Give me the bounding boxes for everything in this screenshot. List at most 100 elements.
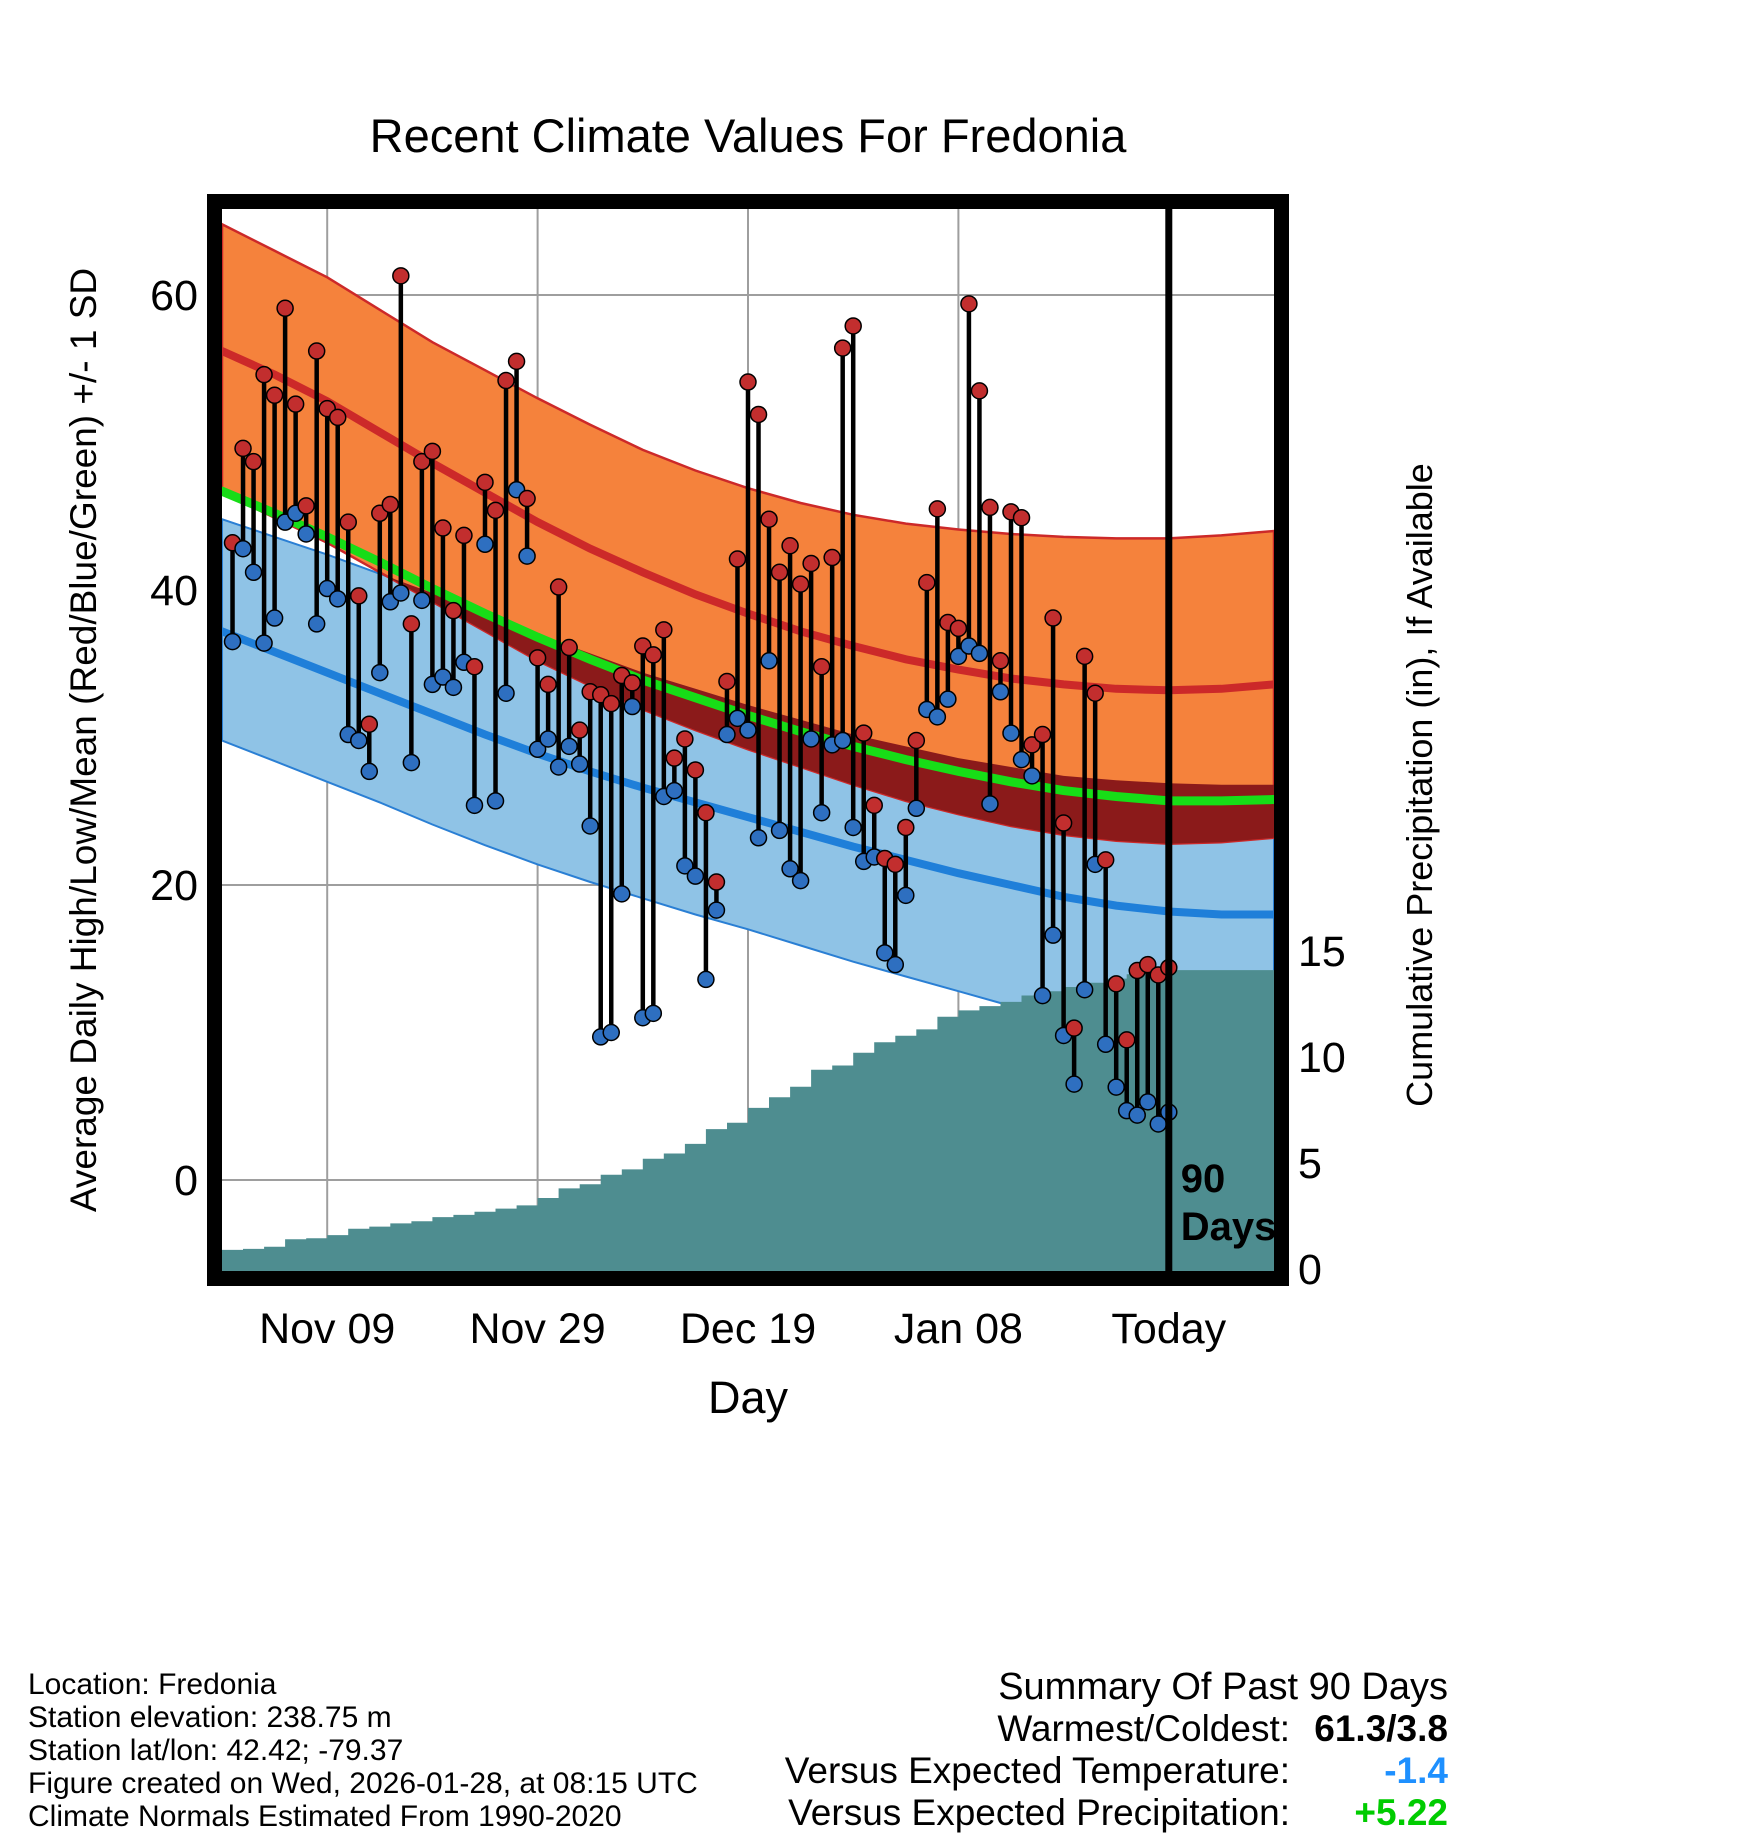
station-location: Location: Fredonia — [28, 1668, 277, 1701]
obs-low-dot — [413, 591, 431, 610]
temp-tick-label: 60 — [150, 272, 198, 320]
obs-low-dot — [234, 539, 252, 558]
obs-high-dot — [549, 578, 568, 596]
obs-high-dot — [234, 439, 252, 458]
summary-title: Summary Of Past 90 Days — [998, 1666, 1448, 1708]
obs-high-dot — [328, 408, 347, 427]
precip-tick-label: 5 — [1298, 1140, 1322, 1188]
obs-low-dot — [697, 970, 715, 989]
obs-high-dot — [497, 371, 515, 390]
obs-low-dot — [1033, 986, 1052, 1005]
obs-low-dot — [802, 730, 820, 748]
obs-low-dot — [907, 799, 926, 818]
obs-low-dot — [886, 955, 905, 974]
obs-low-dot — [760, 652, 778, 670]
summary-row-vs-temperature: Versus Expected Temperature: -1.4 — [785, 1750, 1448, 1792]
obs-low-dot — [728, 709, 747, 728]
obs-high-dot — [686, 761, 705, 779]
obs-low-dot — [1139, 1093, 1157, 1111]
obs-low-dot — [434, 668, 452, 686]
obs-high-dot — [392, 267, 410, 285]
obs-high-dot — [276, 299, 294, 318]
obs-low-dot — [686, 867, 705, 885]
summary-label: Versus Expected Temperature: — [784, 1750, 1290, 1791]
obs-high-dot — [802, 554, 820, 573]
x-axis-label: Day — [707, 1372, 789, 1423]
left-axis-label: Average Daily High/Low/Mean (Red/Blue/Gr… — [63, 267, 104, 1213]
obs-high-dot — [360, 715, 379, 733]
obs-low-dot — [402, 753, 421, 772]
obs-low-dot — [897, 886, 915, 905]
obs-low-dot — [844, 818, 862, 837]
obs-high-dot — [897, 818, 915, 837]
summary-value: +5.22 — [1354, 1792, 1448, 1833]
obs-low-dot — [307, 615, 326, 633]
obs-high-dot — [981, 498, 999, 517]
obs-low-dot — [581, 817, 599, 835]
obs-low-dot — [770, 821, 789, 840]
obs-low-dot — [486, 792, 505, 810]
obs-high-dot — [770, 563, 789, 582]
precip-area — [222, 969, 1274, 1271]
obs-high-dot — [434, 519, 452, 537]
plot-frame — [207, 194, 1289, 1286]
station-elevation: Station elevation: 238.75 m — [28, 1701, 392, 1734]
obs-high-dot — [728, 550, 747, 568]
obs-high-dot — [886, 855, 905, 874]
obs-low-dot — [749, 829, 768, 847]
obs-low-dot — [1075, 980, 1094, 999]
obs-high-dot — [949, 619, 968, 638]
obs-high-dot — [255, 365, 273, 384]
obs-low-dot — [676, 857, 694, 875]
obs-low-dot — [970, 644, 989, 663]
obs-low-dot — [1002, 724, 1020, 742]
obs-high-dot — [286, 395, 305, 413]
obs-high-dot — [1033, 725, 1052, 744]
obs-low-dot — [465, 796, 484, 815]
obs-high-dot — [297, 497, 315, 515]
summary-row-warmest-coldest: Warmest/Coldest: 61.3/3.8 — [785, 1708, 1448, 1750]
obs-low-dot — [949, 647, 968, 666]
obs-high-dot — [444, 601, 463, 620]
obs-low-dot — [718, 725, 736, 744]
obs-high-dot — [307, 342, 326, 360]
obs-high-dot — [844, 317, 862, 335]
page-title: Recent Climate Values For Fredonia — [369, 109, 1127, 162]
obs-low-dot — [1012, 750, 1031, 769]
obs-high-dot — [781, 537, 799, 555]
obs-high-dot — [676, 730, 694, 748]
obs-high-dot — [1086, 684, 1104, 702]
obs-high-dot — [1054, 814, 1073, 832]
summary-value: 61.3/3.8 — [1314, 1708, 1448, 1749]
obs-high-dot — [739, 373, 757, 391]
low-mean-line — [222, 627, 1274, 919]
obs-low-dot — [1128, 1106, 1146, 1124]
obs-high-dot — [402, 615, 421, 633]
ninety-days-label: 90 — [1181, 1157, 1226, 1201]
obs-high-dot — [539, 675, 557, 694]
obs-high-dot — [570, 721, 589, 739]
obs-low-dot — [549, 758, 568, 776]
summary-label: Versus Expected Precipitation: — [788, 1792, 1290, 1833]
obs-high-dot — [1139, 955, 1157, 974]
obs-high-dot — [928, 500, 947, 518]
observations — [223, 267, 1178, 1133]
obs-low-dot — [528, 740, 547, 759]
obs-low-dot — [623, 697, 642, 716]
obs-high-dot — [244, 452, 263, 471]
obs-high-dot — [560, 638, 578, 657]
obs-high-dot — [465, 657, 484, 676]
obs-high-dot — [602, 694, 620, 713]
summary-label: Warmest/Coldest: — [997, 1708, 1290, 1749]
obs-low-dot — [1023, 767, 1041, 785]
obs-high-dot — [455, 526, 473, 545]
obs-high-dot — [697, 803, 715, 822]
obs-high-dot — [960, 295, 978, 313]
obs-high-dot — [970, 382, 989, 400]
obs-high-dot — [528, 649, 547, 667]
obs-high-dot — [486, 501, 505, 520]
obs-low-dot — [318, 579, 336, 598]
obs-low-dot — [781, 860, 799, 878]
